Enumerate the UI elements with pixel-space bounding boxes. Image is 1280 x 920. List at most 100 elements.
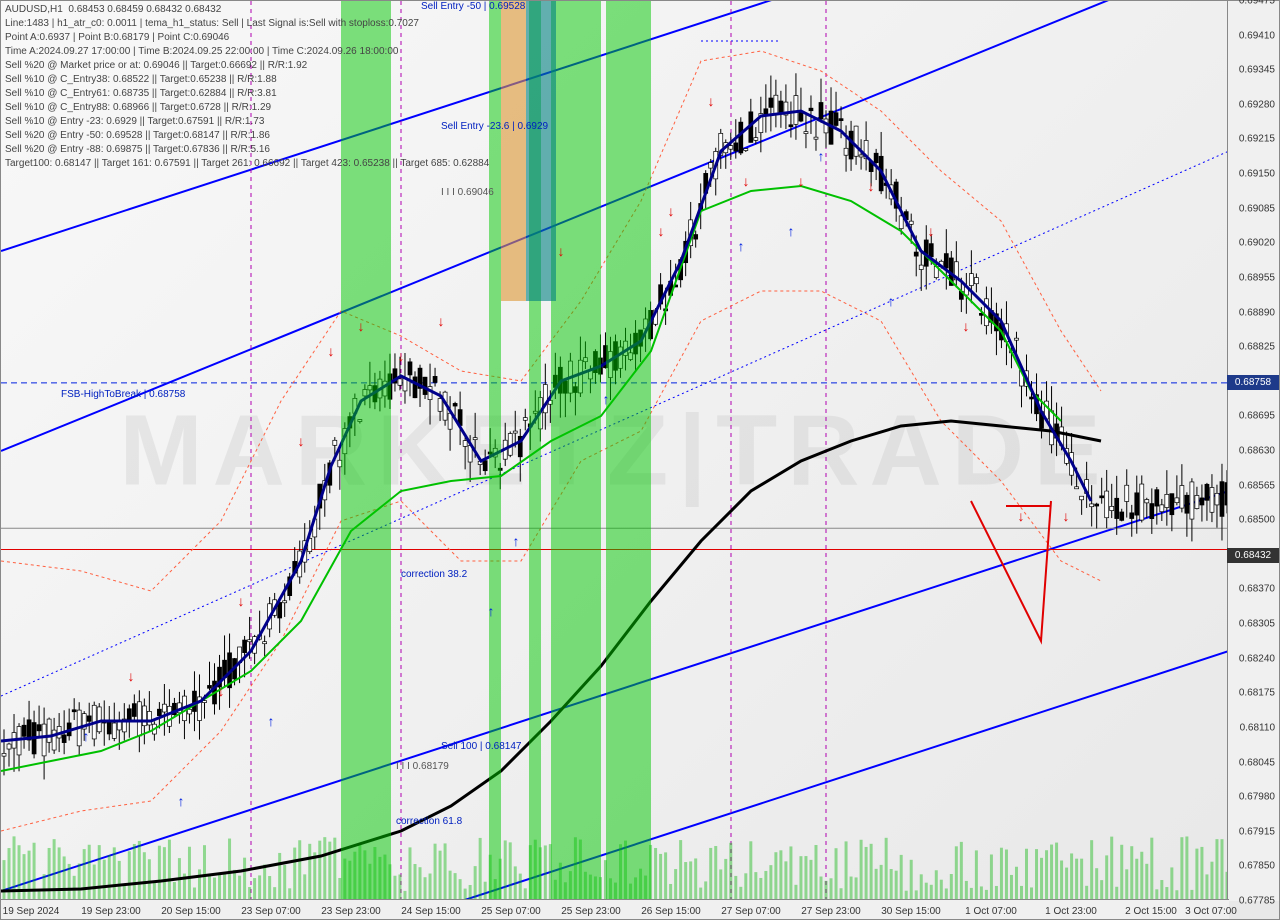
green-zone	[606, 1, 651, 901]
chart-annotation: correction 61.8	[396, 816, 462, 827]
arrow-down-icon: ↓	[328, 343, 335, 359]
x-axis-label: 2 Oct 15:00	[1125, 906, 1177, 917]
y-axis-label: 0.69150	[1239, 169, 1275, 180]
y-axis-label: 0.67915	[1239, 826, 1275, 837]
arrow-down-icon: ↓	[963, 318, 970, 334]
info-line: Target100: 0.68147 || Target 161: 0.6759…	[5, 157, 489, 171]
chart-annotation: I I I 0.68179	[396, 761, 449, 772]
x-axis-label: 1 Oct 07:00	[965, 906, 1017, 917]
arrow-up-icon: ↑	[818, 148, 825, 164]
info-line: Sell %10 @ C_Entry61: 0.68735 || Target:…	[5, 87, 489, 101]
teal-zone	[526, 1, 556, 301]
x-axis-label: 19 Sep 23:00	[81, 906, 141, 917]
arrow-down-icon: ↓	[358, 318, 365, 334]
arrow-up-icon: ↑	[888, 293, 895, 309]
arrow-down-icon: ↓	[1018, 508, 1025, 524]
y-axis-label: 0.69020	[1239, 238, 1275, 249]
y-axis-label: 0.68045	[1239, 757, 1275, 768]
arrow-down-icon: ↓	[1063, 508, 1070, 524]
arrow-up-icon: ↑	[178, 793, 185, 809]
info-line: Point A:0.6937 | Point B:0.68179 | Point…	[5, 31, 489, 45]
x-axis-label: 25 Sep 07:00	[481, 906, 541, 917]
y-axis-label: 0.68825	[1239, 342, 1275, 353]
arrow-down-icon: ↓	[928, 223, 935, 239]
y-axis-label: 0.67980	[1239, 792, 1275, 803]
info-line: Sell %20 @ Market price or at: 0.69046 |…	[5, 59, 489, 73]
x-axis-label: 25 Sep 23:00	[561, 906, 621, 917]
y-axis-label: 0.69215	[1239, 134, 1275, 145]
y-axis-label: 0.68955	[1239, 272, 1275, 283]
y-axis-label: 0.68370	[1239, 584, 1275, 595]
x-axis-label: 27 Sep 07:00	[721, 906, 781, 917]
arrow-up-icon: ↑	[603, 391, 610, 407]
chart-container[interactable]: MARKETZ|TRADE ↑↓↑↓↓↑↓↓↓↓↓↑↑↓↑↓↓↓↓↑↑↓↑↓↑↓…	[0, 0, 1280, 920]
x-axis-label: 23 Sep 23:00	[321, 906, 381, 917]
y-axis-label: 0.69475	[1239, 0, 1275, 7]
y-axis-label: 0.68500	[1239, 515, 1275, 526]
arrow-down-icon: ↓	[798, 173, 805, 189]
chart-annotation: correction 38.2	[401, 569, 467, 580]
x-axis-label: 24 Sep 15:00	[401, 906, 461, 917]
y-axis-label: 0.68565	[1239, 480, 1275, 491]
x-axis-label: 30 Sep 15:00	[881, 906, 941, 917]
y-axis-label: 0.68890	[1239, 307, 1275, 318]
arrow-down-icon: ↓	[668, 203, 675, 219]
info-line: Time A:2024.09.27 17:00:00 | Time B:2024…	[5, 45, 489, 59]
arrow-up-icon: ↑	[268, 713, 275, 729]
arrow-up-icon: ↑	[83, 728, 90, 744]
x-axis-label: 20 Sep 15:00	[161, 906, 221, 917]
price-tag: 0.68432	[1227, 548, 1279, 563]
chart-annotation: Sell 100 | 0.68147	[441, 741, 521, 752]
chart-annotation: FSB-HighToBreak | 0.68758	[61, 389, 185, 400]
arrow-down-icon: ↓	[438, 313, 445, 329]
y-axis-label: 0.68175	[1239, 688, 1275, 699]
arrow-down-icon: ↓	[868, 178, 875, 194]
y-axis-label: 0.68305	[1239, 619, 1275, 630]
arrow-up-icon: ↑	[788, 223, 795, 239]
info-line: Sell %10 @ Entry -23: 0.6929 || Target:0…	[5, 115, 489, 129]
arrow-down-icon: ↓	[238, 593, 245, 609]
x-axis-label: 23 Sep 07:00	[241, 906, 301, 917]
price-tag: 0.68758	[1227, 375, 1279, 390]
arrow-down-icon: ↓	[708, 93, 715, 109]
arrow-up-icon: ↑	[513, 533, 520, 549]
x-axis-label: 1 Oct 23:00	[1045, 906, 1097, 917]
arrow-down-icon: ↓	[558, 243, 565, 259]
info-line: Sell %20 @ Entry -88: 0.69875 || Target:…	[5, 143, 489, 157]
y-axis-label: 0.69345	[1239, 65, 1275, 76]
info-line: Sell %20 @ Entry -50: 0.69528 || Target:…	[5, 129, 489, 143]
chart-area[interactable]: MARKETZ|TRADE ↑↓↑↓↓↑↓↓↓↓↓↑↑↓↑↓↓↓↓↑↑↓↑↓↑↓…	[1, 1, 1229, 901]
y-axis-label: 0.67850	[1239, 861, 1275, 872]
y-axis: 0.69475 0.69410 0.69345 0.69280 0.69215 0.691…	[1227, 1, 1279, 901]
y-axis-label: 0.68240	[1239, 653, 1275, 664]
y-axis-label: 0.69280	[1239, 99, 1275, 110]
green-zone	[489, 1, 501, 901]
arrow-down-icon: ↓	[658, 223, 665, 239]
x-axis-label: 3 Oct 07:00	[1185, 906, 1237, 917]
symbol-line: AUDUSD,H1 0.68453 0.68459 0.68432 0.6843…	[5, 3, 489, 17]
x-axis: 19 Sep 2024 19 Sep 23:00 20 Sep 15:00 23 Se…	[1, 899, 1229, 919]
x-axis-label: 27 Sep 23:00	[801, 906, 861, 917]
arrow-down-icon: ↓	[128, 668, 135, 684]
y-axis-label: 0.68110	[1240, 722, 1275, 733]
info-panel: AUDUSD,H1 0.68453 0.68459 0.68432 0.6843…	[5, 3, 489, 171]
arrow-down-icon: ↓	[398, 348, 405, 364]
chart-annotation: I I I 0.69046	[441, 187, 494, 198]
arrow-up-icon: ↑	[488, 603, 495, 619]
green-zone	[551, 1, 601, 901]
y-axis-label: 0.67785	[1239, 896, 1275, 907]
y-axis-label: 0.69410	[1239, 30, 1275, 41]
x-axis-label: 26 Sep 15:00	[641, 906, 701, 917]
y-axis-label: 0.68630	[1239, 446, 1275, 457]
info-line: Sell %10 @ C_Entry88: 0.68966 || Target:…	[5, 101, 489, 115]
arrow-up-icon: ↑	[738, 238, 745, 254]
arrow-down-icon: ↓	[298, 433, 305, 449]
y-axis-label: 0.68695	[1239, 411, 1275, 422]
info-line: Line:1483 | h1_atr_c0: 0.0011 | tema_h1_…	[5, 17, 489, 31]
info-line: Sell %10 @ C_Entry38: 0.68522 || Target:…	[5, 73, 489, 87]
arrow-down-icon: ↓	[218, 683, 225, 699]
orange-zone	[501, 1, 526, 301]
arrow-down-icon: ↓	[743, 173, 750, 189]
x-axis-label: 19 Sep 2024	[3, 906, 60, 917]
y-axis-label: 0.69085	[1239, 203, 1275, 214]
